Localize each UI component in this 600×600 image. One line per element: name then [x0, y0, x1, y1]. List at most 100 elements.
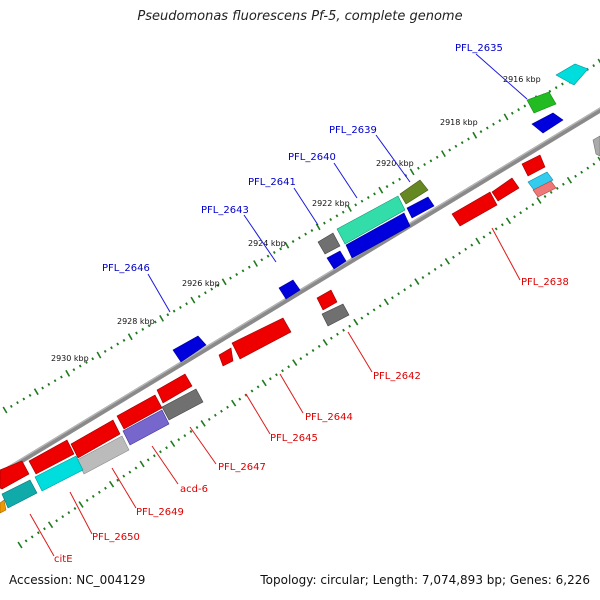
- inner-tick: [383, 298, 389, 306]
- inner-tick: [536, 197, 542, 204]
- gene-glyph-edge[interactable]: [592, 135, 600, 157]
- outer-tick: [172, 309, 176, 313]
- outer-tick: [153, 320, 157, 324]
- inner-tick: [372, 308, 376, 312]
- gene-glyph-pfl-2649r[interactable]: [70, 419, 121, 459]
- inner-tick: [91, 494, 95, 498]
- gene-glyph-pfl-2641[interactable]: [317, 232, 341, 255]
- outer-tick: [498, 119, 502, 123]
- inner-tick: [73, 507, 77, 510]
- gene-glyph-pfl-2640c[interactable]: [345, 212, 411, 259]
- gene-glyph-pfl-2635[interactable]: [526, 91, 557, 114]
- outer-tick: [492, 122, 495, 126]
- outer-tick: [216, 283, 220, 287]
- gene-label-pfl-2639[interactable]: PFL_2639: [329, 125, 377, 136]
- inner-tick: [348, 324, 352, 328]
- inner-tick: [336, 332, 339, 336]
- outer-tick: [441, 150, 446, 158]
- gene-glyph-citE[interactable]: [1, 479, 38, 509]
- inner-tick: [403, 288, 407, 292]
- gene-glyph-edge-left[interactable]: [0, 499, 7, 514]
- gene-glyph-pfl-2646r[interactable]: [156, 373, 193, 404]
- inner-tick: [268, 377, 272, 381]
- inner-tick: [505, 217, 512, 225]
- outer-tick: [517, 108, 520, 112]
- gene-label-pfl-2647[interactable]: PFL_2647: [218, 462, 266, 473]
- gene-label-pfl-2642[interactable]: PFL_2642: [373, 371, 421, 382]
- outer-tick: [435, 155, 439, 159]
- gene-label-pfl-2640[interactable]: PFL_2640: [288, 152, 336, 163]
- gene-label-pfl-2643[interactable]: PFL_2643: [201, 205, 249, 216]
- outer-tick: [190, 296, 196, 304]
- outer-tick: [197, 294, 201, 298]
- gene-label-pfl-2650[interactable]: PFL_2650: [92, 532, 140, 543]
- outer-tick: [122, 338, 126, 342]
- gene-glyph-pfl-2647[interactable]: [161, 388, 204, 421]
- outer-tick: [241, 269, 245, 273]
- gene-glyph-pfl-2650r[interactable]: [28, 439, 75, 475]
- forward-leader-lines: [147, 53, 528, 313]
- inner-tick: [519, 211, 523, 215]
- outer-tick: [366, 196, 370, 200]
- gene-label-pfl-2646[interactable]: PFL_2646: [102, 263, 150, 274]
- outer-tick: [391, 181, 395, 185]
- inner-tick-ring: [17, 156, 600, 549]
- outer-tick: [33, 388, 39, 396]
- inner-tick: [452, 255, 455, 259]
- gene-glyph-pfl-2637b[interactable]: [527, 171, 554, 191]
- gene-label-pfl-2645[interactable]: PFL_2645: [270, 433, 318, 444]
- outer-tick: [185, 302, 188, 306]
- outer-tick: [221, 278, 227, 286]
- gene-glyph-pfl-2638[interactable]: [451, 191, 498, 227]
- outer-tick: [179, 305, 182, 309]
- inner-tick: [397, 292, 400, 296]
- gene-label-citE[interactable]: citE: [54, 554, 73, 565]
- inner-tick: [566, 176, 573, 184]
- inner-tick: [24, 539, 28, 543]
- gene-glyph-pfl-2639[interactable]: [399, 179, 429, 205]
- gene-glyph-pfl-2640b[interactable]: [406, 196, 435, 219]
- inner-tick: [250, 389, 254, 393]
- gene-glyph-pfl-2638b[interactable]: [491, 177, 520, 202]
- inner-tick: [549, 190, 553, 194]
- inner-tick: [78, 501, 84, 508]
- gene-label-acd-6[interactable]: acd-6: [180, 484, 208, 495]
- inner-tick: [85, 498, 89, 502]
- gene-label-pfl-2644[interactable]: PFL_2644: [305, 412, 353, 423]
- outer-tick: [417, 166, 420, 170]
- gene-glyph-pfl-2636[interactable]: [531, 112, 564, 134]
- inner-tick: [488, 231, 492, 235]
- gene-glyph-pfl-2637[interactable]: [521, 154, 546, 177]
- gene-glyph-citE-r[interactable]: [0, 460, 30, 490]
- outer-tick: [335, 214, 339, 218]
- gene-glyph-pfl-2641b[interactable]: [326, 250, 347, 270]
- inner-tick: [391, 296, 394, 300]
- gene-glyph-pfl-2640[interactable]: [336, 195, 406, 245]
- outer-tick: [347, 205, 352, 212]
- gene-glyph-pfl-2642b[interactable]: [321, 303, 350, 327]
- gene-label-pfl-2649[interactable]: PFL_2649: [136, 507, 184, 518]
- gene-glyph-pfl-2634[interactable]: [555, 63, 589, 86]
- gene-label-pfl-2641[interactable]: PFL_2641: [248, 177, 296, 188]
- inner-tick: [116, 478, 120, 482]
- gene-glyph-pfl-2643[interactable]: [278, 279, 301, 300]
- gene-label-pfl-2635[interactable]: PFL_2635: [455, 43, 503, 54]
- gene-glyph-pfl-2644[interactable]: [231, 317, 292, 360]
- gene-glyph-pfl-2645[interactable]: [218, 347, 234, 367]
- gene-glyph-acd-6[interactable]: [122, 409, 170, 446]
- outer-tick: [272, 250, 276, 254]
- gene-glyph-pfl-2650[interactable]: [34, 455, 84, 492]
- gene-glyph-pfl-2637c[interactable]: [532, 180, 557, 198]
- gene-label-pfl-2638[interactable]: PFL_2638: [521, 277, 569, 288]
- inner-tick: [170, 440, 176, 448]
- gene-glyph-pfl-2642[interactable]: [316, 289, 338, 311]
- inner-tick: [317, 344, 321, 348]
- backbone-highlight: [0, 107, 600, 473]
- inner-tick: [580, 170, 584, 174]
- inner-tick: [244, 393, 248, 397]
- gene-glyph-pfl-2647r[interactable]: [116, 394, 163, 430]
- outer-tick: [360, 199, 364, 203]
- gene-glyph-pfl-2646[interactable]: [172, 335, 207, 363]
- outer-tick: [159, 314, 164, 322]
